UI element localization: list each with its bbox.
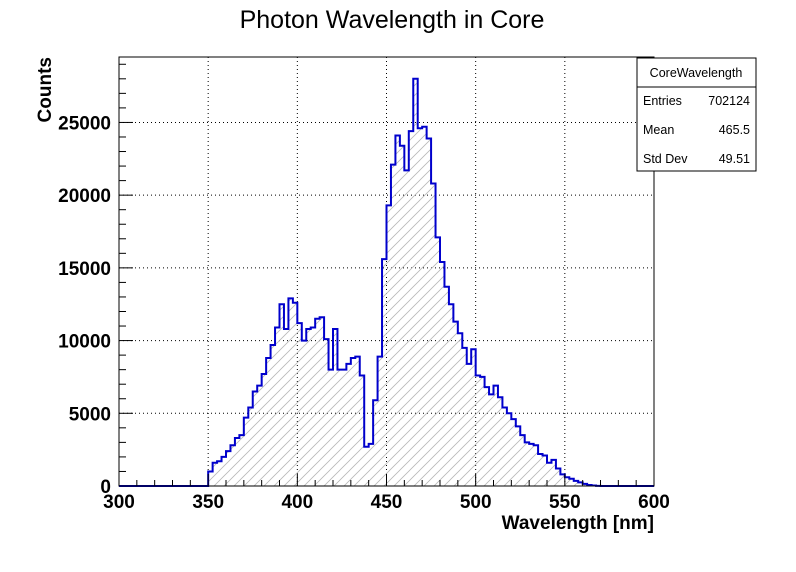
- stats-mean-label: Mean: [643, 123, 674, 137]
- y-tick-label: 20000: [58, 186, 111, 207]
- y-axis: 0 5000 10000 15000 20000 25000: [58, 63, 133, 498]
- x-tick-label: 350: [192, 492, 224, 513]
- y-axis-title: Counts: [35, 57, 56, 122]
- y-tick-label: 0: [100, 477, 111, 498]
- x-tick-label: 500: [460, 492, 492, 513]
- x-axis: 300 350 400 450 500 550 600: [103, 474, 670, 513]
- y-tick-label: 15000: [58, 259, 111, 280]
- x-tick-label: 400: [281, 492, 313, 513]
- stats-entries-value: 702124: [708, 94, 750, 108]
- stats-stddev-label: Std Dev: [643, 152, 688, 166]
- x-tick-label: 600: [638, 492, 670, 513]
- y-tick-label: 10000: [58, 332, 111, 353]
- y-tick-label: 25000: [58, 113, 111, 134]
- y-tick-label: 5000: [69, 404, 111, 425]
- histogram-plot: [119, 77, 654, 487]
- stats-box-name: CoreWavelength: [650, 66, 743, 80]
- x-tick-label: 550: [549, 492, 581, 513]
- x-tick-label: 450: [371, 492, 403, 513]
- x-tick-label: 300: [103, 492, 135, 513]
- chart-title: Photon Wavelength in Core: [240, 6, 545, 34]
- histogram-line: [119, 77, 654, 487]
- stats-entries-label: Entries: [643, 94, 682, 108]
- stats-mean-value: 465.5: [719, 123, 750, 137]
- stats-stddev-value: 49.51: [719, 152, 750, 166]
- x-axis-title: Wavelength [nm]: [502, 513, 654, 534]
- stats-box-frame: [636, 57, 757, 172]
- stats-box: CoreWavelength Entries 702124 Mean 465.5…: [636, 57, 757, 172]
- histogram-fill: [119, 78, 654, 486]
